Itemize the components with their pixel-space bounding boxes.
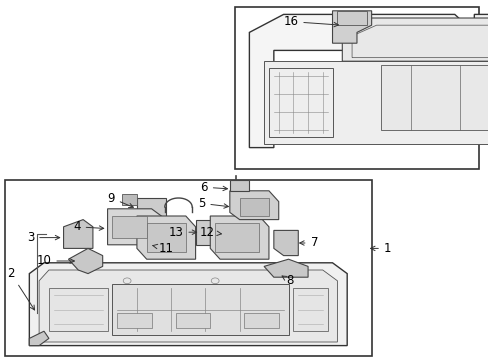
- Bar: [337, 11, 366, 25]
- Polygon shape: [195, 220, 220, 245]
- Polygon shape: [229, 191, 278, 220]
- Text: 7: 7: [299, 237, 317, 249]
- Text: 2: 2: [7, 267, 35, 310]
- Text: 13: 13: [168, 226, 196, 239]
- Polygon shape: [29, 331, 49, 346]
- Text: 9: 9: [107, 192, 133, 208]
- Polygon shape: [229, 180, 249, 191]
- Bar: [122, 194, 137, 205]
- Polygon shape: [107, 209, 166, 245]
- Polygon shape: [210, 216, 268, 259]
- Polygon shape: [29, 263, 346, 346]
- Polygon shape: [112, 284, 288, 335]
- Bar: [49, 288, 107, 331]
- Polygon shape: [39, 270, 337, 342]
- Polygon shape: [332, 11, 371, 43]
- Text: 6: 6: [200, 181, 227, 194]
- Text: 1: 1: [370, 242, 390, 255]
- Text: 12: 12: [200, 226, 221, 239]
- Bar: [244, 313, 278, 328]
- Text: 15: 15: [0, 359, 1, 360]
- Polygon shape: [264, 259, 307, 277]
- Bar: [268, 68, 332, 137]
- Polygon shape: [249, 14, 488, 148]
- Bar: [215, 223, 259, 252]
- Text: 16: 16: [283, 15, 338, 28]
- Bar: [5, 180, 371, 356]
- Bar: [381, 65, 488, 130]
- Bar: [146, 223, 185, 252]
- Bar: [117, 313, 151, 328]
- Polygon shape: [273, 230, 298, 256]
- Text: 11: 11: [153, 242, 174, 255]
- Bar: [234, 7, 478, 169]
- Bar: [239, 198, 268, 216]
- Bar: [176, 313, 210, 328]
- Bar: [137, 198, 166, 220]
- Polygon shape: [137, 216, 195, 259]
- Polygon shape: [264, 61, 488, 144]
- Text: 5: 5: [198, 197, 228, 210]
- Text: 14: 14: [0, 359, 1, 360]
- Bar: [293, 288, 327, 331]
- Text: 10: 10: [37, 255, 74, 267]
- Polygon shape: [68, 248, 102, 274]
- Text: 8: 8: [282, 274, 293, 287]
- Text: 4: 4: [73, 220, 103, 233]
- Text: 3: 3: [27, 231, 60, 244]
- Polygon shape: [342, 18, 488, 61]
- Bar: [112, 216, 146, 238]
- Polygon shape: [63, 220, 93, 248]
